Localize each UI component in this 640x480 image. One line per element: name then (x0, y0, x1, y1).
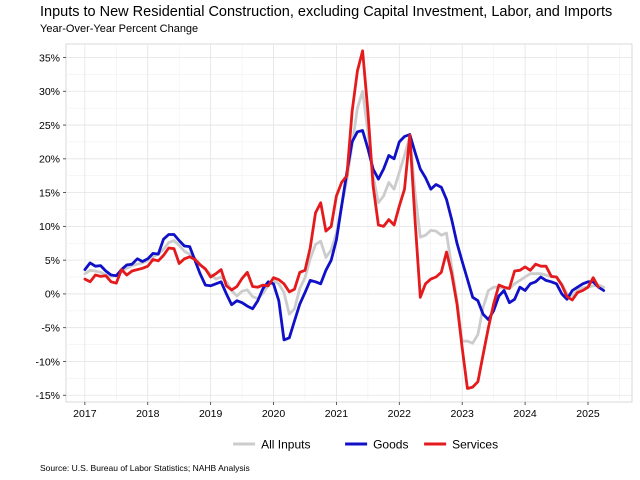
x-tick-label: 2020 (262, 408, 286, 420)
source-note: Source: U.S. Bureau of Labor Statistics;… (40, 463, 250, 473)
series-line-services (83, 49, 600, 390)
y-tick-label: 10% (39, 221, 60, 233)
x-tick-label: 2022 (388, 408, 412, 420)
y-tick-label: 15% (39, 187, 60, 199)
y-tick-label: 35% (39, 52, 60, 64)
series-line-all-inputs (83, 89, 606, 345)
y-tick-label: 30% (39, 86, 60, 98)
x-tick-label: 2018 (136, 408, 160, 420)
series-line-goods (83, 129, 606, 342)
x-tick-label: 2024 (513, 408, 537, 420)
legend-label-goods: Goods (373, 438, 408, 452)
y-tick-label: 5% (45, 255, 60, 267)
axes: -15% -10% -5% 0% 5% 10% 15% 20% 25% 30% 35% 2017 201… (35, 52, 599, 420)
legend-label-services: Services (452, 438, 498, 452)
grid (65, 43, 633, 403)
legend: All Inputs Goods Services (233, 438, 498, 452)
legend-label-all-inputs: All Inputs (261, 438, 310, 452)
y-tick-label: -10% (35, 356, 60, 368)
x-tick-label: 2017 (73, 408, 97, 420)
x-tick-label: 2023 (451, 408, 475, 420)
chart-title: Inputs to New Residential Construction, … (40, 4, 613, 20)
x-tick-label: 2021 (325, 408, 349, 420)
y-tick-label: 20% (39, 154, 60, 166)
y-tick-label: -15% (35, 390, 60, 402)
chart-subtitle: Year-Over-Year Percent Change (40, 23, 199, 35)
x-tick-label: 2025 (576, 408, 600, 420)
plot-panel (65, 43, 633, 403)
y-tick-label: -5% (41, 322, 60, 334)
x-tick-label: 2019 (199, 408, 223, 420)
y-tick-label: 0% (45, 289, 60, 301)
y-tick-label: 25% (39, 120, 60, 132)
series-lines (83, 49, 606, 390)
